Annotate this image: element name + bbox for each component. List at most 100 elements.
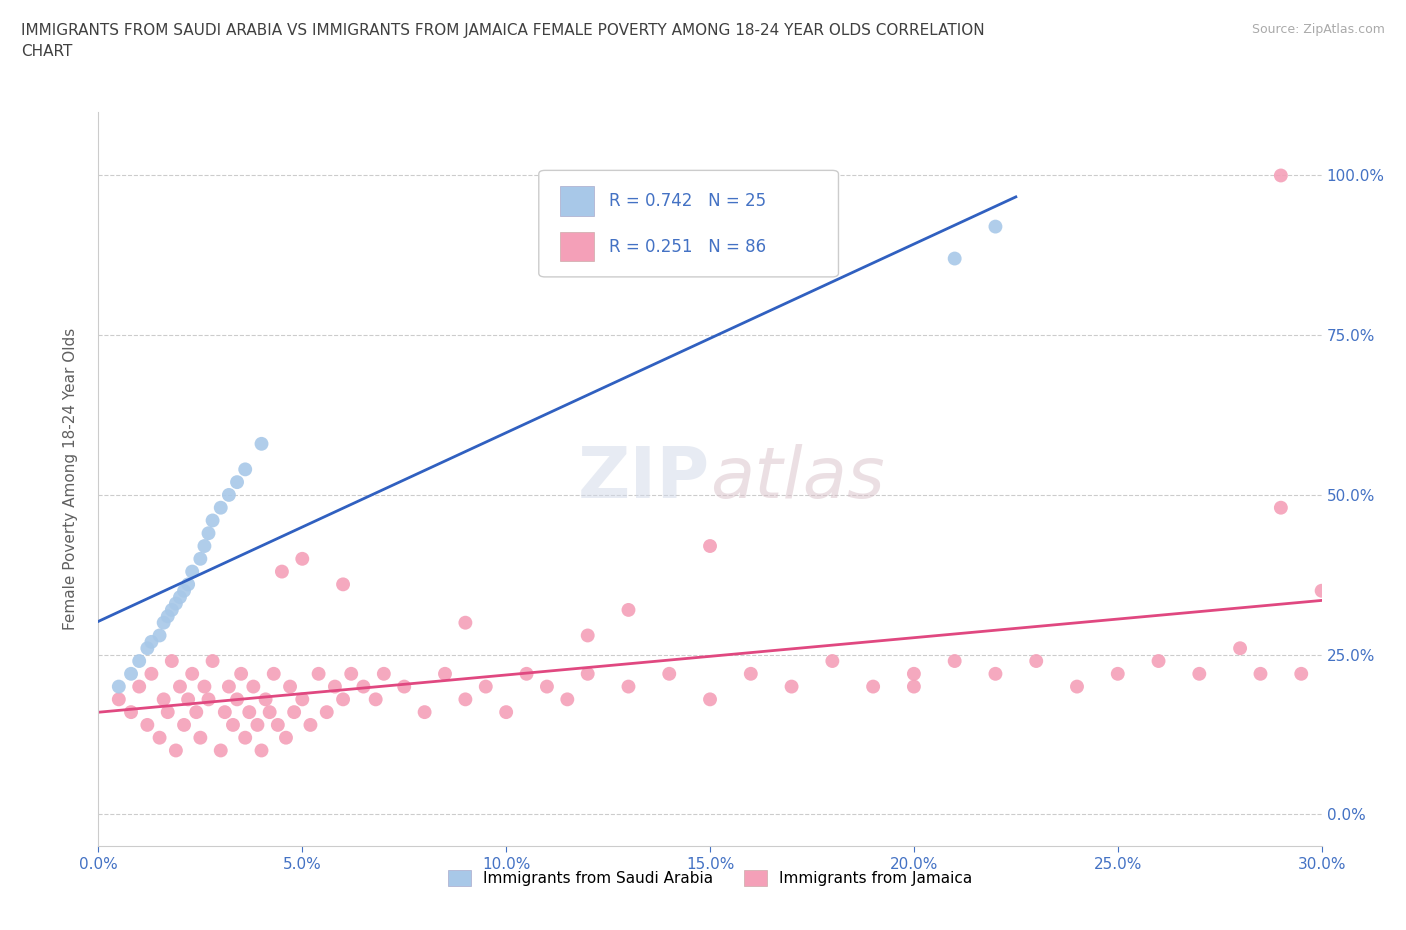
- Point: [943, 654, 966, 669]
- Point: [209, 500, 232, 515]
- Point: [1229, 641, 1251, 656]
- Point: [1147, 654, 1170, 669]
- Point: [434, 667, 457, 682]
- Point: [1107, 667, 1129, 682]
- Point: [181, 667, 204, 682]
- Text: atlas: atlas: [710, 445, 884, 513]
- Point: [226, 692, 249, 707]
- Point: [226, 474, 249, 489]
- Point: [315, 705, 337, 720]
- Point: [186, 705, 208, 720]
- Point: [218, 679, 240, 694]
- Point: [943, 251, 966, 266]
- FancyBboxPatch shape: [560, 186, 593, 216]
- Point: [516, 667, 538, 682]
- Point: [278, 679, 301, 694]
- Text: Source: ZipAtlas.com: Source: ZipAtlas.com: [1251, 23, 1385, 36]
- Text: R = 0.742   N = 25: R = 0.742 N = 25: [609, 192, 766, 210]
- Point: [193, 679, 215, 694]
- Point: [120, 705, 142, 720]
- Point: [536, 679, 558, 694]
- Point: [149, 730, 172, 745]
- Point: [238, 705, 260, 720]
- Point: [222, 717, 245, 732]
- Point: [254, 692, 277, 707]
- Point: [246, 717, 269, 732]
- Point: [373, 667, 395, 682]
- Point: [332, 577, 354, 591]
- FancyBboxPatch shape: [560, 232, 593, 261]
- Point: [141, 667, 163, 682]
- Point: [242, 679, 264, 694]
- Point: [780, 679, 803, 694]
- Y-axis label: Female Poverty Among 18-24 Year Olds: Female Poverty Among 18-24 Year Olds: [63, 328, 77, 631]
- Point: [181, 565, 204, 579]
- Point: [903, 667, 925, 682]
- Point: [165, 596, 187, 611]
- Point: [821, 654, 844, 669]
- Point: [173, 583, 195, 598]
- Point: [169, 590, 191, 604]
- Point: [152, 616, 174, 631]
- Point: [160, 654, 183, 669]
- Point: [201, 654, 224, 669]
- Point: [413, 705, 436, 720]
- Point: [193, 538, 215, 553]
- Point: [169, 679, 191, 694]
- Point: [231, 667, 253, 682]
- Point: [141, 634, 163, 649]
- Point: [108, 679, 131, 694]
- Point: [188, 551, 212, 566]
- Point: [250, 436, 273, 451]
- Point: [617, 679, 640, 694]
- Point: [156, 609, 179, 624]
- Point: [283, 705, 305, 720]
- Point: [149, 628, 172, 643]
- Point: [270, 565, 294, 579]
- Point: [197, 525, 219, 540]
- Point: [136, 717, 159, 732]
- Point: [233, 730, 256, 745]
- FancyBboxPatch shape: [538, 170, 838, 277]
- Point: [177, 577, 200, 591]
- Point: [156, 705, 179, 720]
- Legend: Immigrants from Saudi Arabia, Immigrants from Jamaica: Immigrants from Saudi Arabia, Immigrants…: [440, 862, 980, 894]
- Point: [173, 717, 195, 732]
- Point: [903, 679, 925, 694]
- Point: [1291, 667, 1313, 682]
- Point: [267, 717, 290, 732]
- Point: [136, 641, 159, 656]
- Point: [233, 462, 256, 477]
- Point: [274, 730, 297, 745]
- Point: [201, 513, 224, 528]
- Point: [291, 551, 314, 566]
- Point: [299, 717, 322, 732]
- Point: [392, 679, 416, 694]
- Point: [576, 628, 599, 643]
- Text: IMMIGRANTS FROM SAUDI ARABIA VS IMMIGRANTS FROM JAMAICA FEMALE POVERTY AMONG 18-: IMMIGRANTS FROM SAUDI ARABIA VS IMMIGRAN…: [21, 23, 984, 60]
- Point: [617, 603, 640, 618]
- Point: [128, 654, 150, 669]
- Point: [1310, 583, 1333, 598]
- Point: [495, 705, 517, 720]
- Point: [474, 679, 498, 694]
- Point: [332, 692, 354, 707]
- Point: [128, 679, 150, 694]
- Point: [454, 616, 477, 631]
- Point: [555, 692, 579, 707]
- Point: [308, 667, 330, 682]
- Point: [364, 692, 387, 707]
- Point: [699, 692, 721, 707]
- Point: [177, 692, 200, 707]
- Point: [197, 692, 219, 707]
- Point: [152, 692, 174, 707]
- Point: [1066, 679, 1088, 694]
- Point: [340, 667, 363, 682]
- Point: [352, 679, 374, 694]
- Point: [259, 705, 281, 720]
- Point: [984, 667, 1007, 682]
- Point: [740, 667, 762, 682]
- Point: [1270, 500, 1292, 515]
- Point: [214, 705, 236, 720]
- Point: [108, 692, 131, 707]
